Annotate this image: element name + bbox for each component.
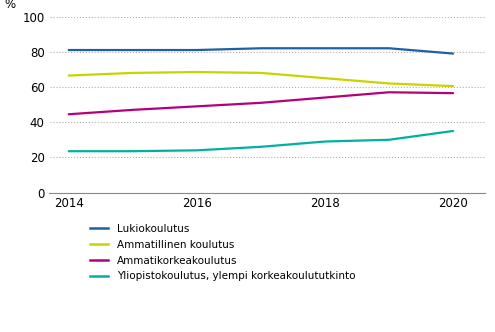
Ammatikorkeakoulutus	[130, 108, 136, 112]
Yliopistokoulutus, ylempi korkeakoulututkinto	[130, 149, 136, 153]
Line: Lukiokoulutus: Lukiokoulutus	[69, 48, 453, 53]
Line: Yliopistokoulutus, ylempi korkeakoulututkinto: Yliopistokoulutus, ylempi korkeakoulutut…	[69, 131, 453, 151]
Lukiokoulutus	[194, 48, 200, 52]
Lukiokoulutus	[66, 48, 72, 52]
Line: Ammatillinen koulutus: Ammatillinen koulutus	[69, 72, 453, 86]
Ammatillinen koulutus	[130, 71, 136, 75]
Yliopistokoulutus, ylempi korkeakoulututkinto	[258, 145, 264, 149]
Ammatikorkeakoulutus	[386, 90, 392, 94]
Ammatillinen koulutus	[258, 71, 264, 75]
Ammatillinen koulutus	[66, 74, 72, 78]
Yliopistokoulutus, ylempi korkeakoulututkinto	[322, 139, 328, 143]
Lukiokoulutus	[130, 48, 136, 52]
Ammatillinen koulutus	[450, 84, 456, 88]
Yliopistokoulutus, ylempi korkeakoulututkinto	[386, 138, 392, 142]
Ammatillinen koulutus	[322, 76, 328, 80]
Lukiokoulutus	[258, 46, 264, 50]
Lukiokoulutus	[322, 46, 328, 50]
Yliopistokoulutus, ylempi korkeakoulututkinto	[450, 129, 456, 133]
Ammatikorkeakoulutus	[66, 112, 72, 116]
Yliopistokoulutus, ylempi korkeakoulututkinto	[194, 148, 200, 152]
Ammatikorkeakoulutus	[258, 101, 264, 105]
Line: Ammatikorkeakoulutus: Ammatikorkeakoulutus	[69, 92, 453, 114]
Legend: Lukiokoulutus, Ammatillinen koulutus, Ammatikorkeakoulutus, Yliopistokoulutus, y: Lukiokoulutus, Ammatillinen koulutus, Am…	[90, 224, 355, 281]
Ammatillinen koulutus	[194, 70, 200, 74]
Ammatillinen koulutus	[386, 81, 392, 85]
Yliopistokoulutus, ylempi korkeakoulututkinto	[66, 149, 72, 153]
Ammatikorkeakoulutus	[194, 104, 200, 108]
Lukiokoulutus	[450, 51, 456, 55]
Lukiokoulutus	[386, 46, 392, 50]
Ammatikorkeakoulutus	[322, 96, 328, 100]
Y-axis label: %: %	[5, 0, 16, 11]
Ammatikorkeakoulutus	[450, 91, 456, 95]
